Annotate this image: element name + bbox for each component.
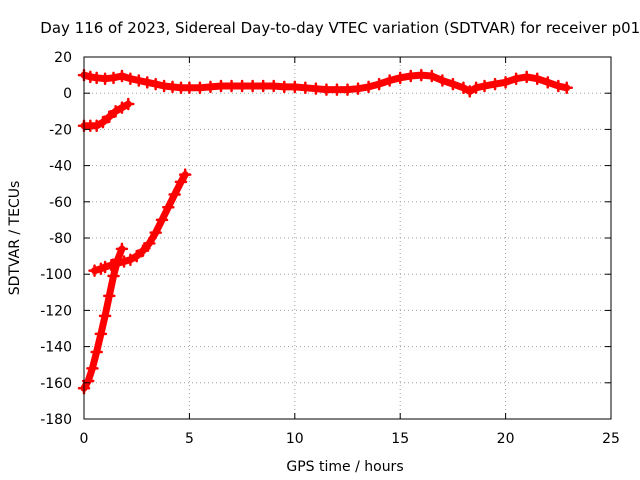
data-point (225, 79, 238, 93)
data-point (341, 83, 354, 96)
data-point (136, 244, 150, 257)
data-point (149, 226, 162, 239)
data-point (256, 79, 270, 93)
data-point (115, 69, 129, 83)
data-point (107, 269, 120, 283)
data-point (140, 76, 154, 89)
y-tick-label: -160 (40, 376, 72, 392)
data-point (193, 81, 207, 95)
x-tick-label: 0 (80, 431, 89, 447)
data-point (499, 76, 512, 89)
data-point (168, 188, 181, 201)
y-tick-label: -140 (40, 340, 72, 356)
x-tick-label: 10 (286, 431, 304, 447)
data-point (214, 79, 228, 93)
x-tick-label: 5 (185, 431, 194, 447)
y-tick-label: -100 (40, 267, 72, 283)
data-point (425, 69, 439, 83)
x-tick-label: 20 (497, 431, 515, 447)
data-point (415, 68, 428, 82)
data-point (143, 237, 156, 250)
data-point (109, 105, 122, 118)
data-point (267, 79, 280, 93)
data-point (155, 213, 169, 227)
data-point (488, 77, 502, 91)
data-point (299, 81, 312, 95)
data-point (183, 81, 196, 95)
grid-lines (84, 57, 611, 419)
axis-ticks: 0 5 10 15 20 25 20 0 -20 -40 -60 -80 -100 -120 -140 -16… (40, 50, 620, 447)
data-point (149, 77, 162, 91)
data-point (115, 101, 129, 114)
data-point (560, 81, 573, 95)
y-tick-label: -20 (49, 122, 72, 138)
data-point (124, 72, 137, 85)
data-point (509, 72, 523, 85)
series-band-steep-segment (80, 245, 126, 392)
data-point (86, 362, 99, 375)
data-point (162, 200, 175, 214)
data-point (552, 79, 565, 93)
data-point (520, 70, 533, 84)
data-point (130, 249, 143, 263)
data-point (362, 80, 375, 94)
data-point (107, 71, 120, 85)
y-tick-label: -60 (49, 195, 72, 211)
data-point (204, 80, 217, 94)
data-point (246, 79, 259, 93)
data-point (330, 83, 344, 96)
data-point (469, 81, 483, 95)
data-point (436, 74, 449, 87)
y-axis-label: SDTVAR / TECUs (7, 181, 23, 296)
data-point (90, 119, 103, 133)
data-point (111, 253, 124, 266)
data-point (178, 168, 192, 181)
y-tick-label: -80 (49, 231, 72, 247)
data-point (98, 309, 112, 323)
data-point (235, 79, 249, 93)
y-tick-label: 20 (54, 50, 72, 66)
data-point (351, 82, 365, 95)
data-point (320, 83, 333, 96)
data-point (457, 81, 470, 95)
x-axis-label: GPS time / hours (286, 459, 403, 475)
data-point (463, 85, 477, 98)
data-point (383, 74, 396, 87)
data-point (81, 374, 95, 388)
data-point (174, 175, 188, 189)
data-point (103, 110, 116, 123)
y-tick-label: -40 (49, 159, 72, 175)
data-point (278, 80, 291, 94)
y-tick-label: -120 (40, 303, 72, 319)
data-point (98, 260, 112, 274)
data-point (94, 327, 108, 341)
data-point (541, 76, 555, 89)
data-point (393, 71, 407, 85)
data-point (88, 264, 101, 277)
data-point (309, 82, 323, 95)
y-tick-label: -180 (40, 412, 72, 428)
data-point (478, 79, 491, 93)
data-point (103, 289, 116, 303)
chart-title: Day 116 of 2023, Sidereal Day-to-day VTE… (40, 19, 640, 37)
data-point (122, 97, 135, 111)
data-point (124, 253, 137, 266)
data-point (90, 345, 103, 359)
data-point (446, 77, 460, 91)
data-point (372, 77, 386, 91)
data-point (115, 242, 129, 256)
data-point (132, 74, 146, 87)
data-point (96, 115, 110, 129)
x-tick-label: 15 (391, 431, 409, 447)
x-tick-label: 25 (602, 431, 620, 447)
data-point (530, 72, 544, 85)
y-tick-label: 0 (63, 86, 72, 102)
data-point (288, 80, 302, 94)
data-series (77, 68, 573, 395)
data-point (404, 69, 417, 83)
